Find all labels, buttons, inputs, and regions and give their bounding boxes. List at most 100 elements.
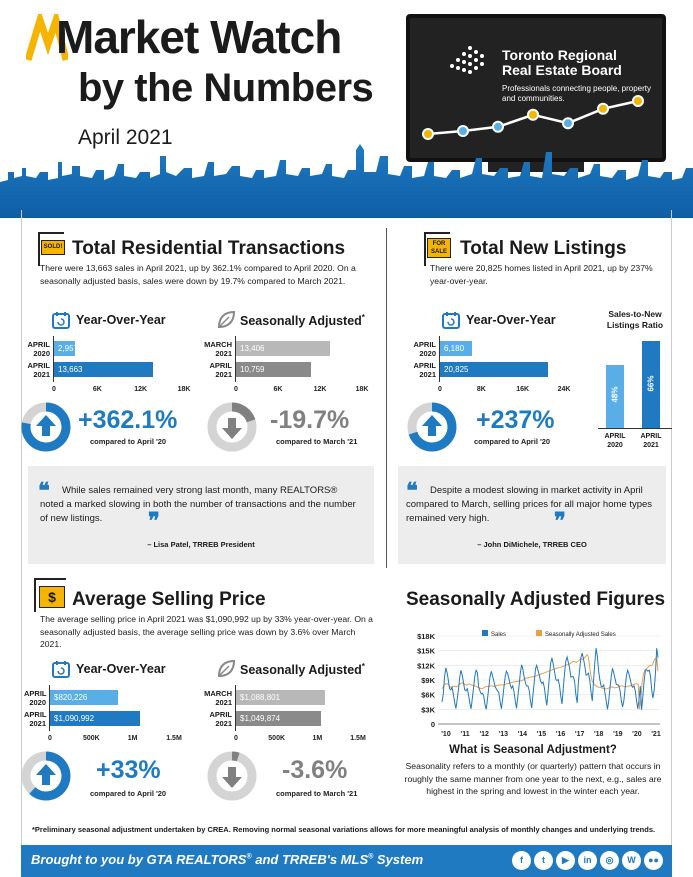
price-yoy-compare: compared to April '20 bbox=[90, 789, 167, 798]
price-sa-chart: MARCH 2021 $1,088,801 APRIL 2021 $1,049,874 0 5… bbox=[196, 685, 368, 749]
sold-sign-label: SOLD! bbox=[41, 240, 65, 255]
x-tick-label: '15 bbox=[537, 731, 547, 738]
bar-label: APRIL 2020 bbox=[27, 340, 51, 358]
y-tick-label: $15K bbox=[417, 647, 436, 656]
y-tick-label: $6K bbox=[421, 691, 435, 700]
gauge-arc bbox=[231, 402, 256, 423]
x-tick-label: '10 bbox=[441, 731, 451, 738]
up-arrow-icon bbox=[36, 415, 56, 436]
up-arrow-gauge-icon bbox=[21, 751, 71, 801]
price-sa-pct: -3.6% bbox=[282, 756, 348, 784]
bar: $1,088,801 bbox=[236, 690, 325, 705]
listings-yoy-compare: compared to April '20 bbox=[474, 437, 551, 446]
tick-label: 6K bbox=[92, 386, 102, 393]
ratio-value: 48% bbox=[610, 386, 620, 403]
footer-bar: Brought to you by GTA REALTORS® and TRRE… bbox=[21, 845, 672, 877]
listings-text: There were 20,825 homes listed in April … bbox=[430, 263, 653, 286]
wordpress-icon[interactable]: W bbox=[622, 851, 641, 870]
facebook-icon[interactable]: f bbox=[512, 851, 531, 870]
transactions-sa-pct: -19.7% bbox=[270, 406, 350, 434]
org-tagline: Professionals connecting people, propert… bbox=[502, 84, 651, 103]
down-arrow-icon bbox=[222, 418, 242, 439]
bar: $1,090,992 bbox=[50, 711, 141, 726]
header: Market Watch by the Numbers April 2021 T… bbox=[0, 0, 693, 218]
bar: $1,049,874 bbox=[236, 711, 322, 726]
bar-label: MARCH 2021 bbox=[204, 689, 232, 707]
twitter-icon[interactable]: t bbox=[534, 851, 553, 870]
listings-yoy-heading: Year-Over-Year bbox=[466, 313, 556, 327]
ratio-bar bbox=[606, 364, 624, 428]
ceo-quote-text: Despite a modest slowing in market activ… bbox=[406, 485, 653, 524]
youtube-icon[interactable]: ▶ bbox=[556, 851, 575, 870]
bar: 20,825 bbox=[440, 362, 548, 377]
y-tick-label: $3K bbox=[421, 705, 435, 714]
down-arrow-gauge-icon bbox=[207, 751, 257, 801]
org-name-line2: Real Estate Board bbox=[502, 62, 622, 78]
ratio-label: APRIL 2020 bbox=[604, 433, 626, 449]
transactions-yoy-compare: compared to April '20 bbox=[90, 437, 167, 446]
leaf-icon bbox=[217, 659, 236, 678]
bar-axis bbox=[235, 685, 236, 731]
tv-stand bbox=[488, 162, 584, 172]
ratio-label: APRIL 2021 bbox=[640, 433, 662, 449]
price-sa-heading-text: Seasonally Adjusted bbox=[240, 663, 362, 678]
transactions-sa-compare: compared to March '21 bbox=[276, 437, 358, 446]
footnote: *Preliminary seasonal adjustment underta… bbox=[32, 825, 656, 834]
report-date: April 2021 bbox=[78, 126, 173, 149]
legend-swatch-sa bbox=[536, 630, 542, 636]
up-arrow-icon bbox=[36, 764, 56, 785]
page-title: Market Watch bbox=[56, 11, 342, 63]
tick-label: 500K bbox=[82, 735, 100, 742]
up-arrow-icon bbox=[422, 415, 442, 436]
bar-axis bbox=[235, 336, 236, 382]
listings-yoy-chart: APRIL 2020 6,180 APRIL 2021 20,825 0 8K 16K 24K bbox=[396, 336, 574, 400]
asterisk: * bbox=[361, 313, 365, 322]
tv-line-chart bbox=[422, 95, 644, 140]
tv-chart-point bbox=[457, 125, 469, 137]
listings-title: Total New Listings bbox=[460, 238, 627, 259]
calendar-icon bbox=[52, 312, 70, 329]
price-sa-compare: compared to March '21 bbox=[276, 789, 358, 798]
bar-label: APRIL 2021 bbox=[209, 361, 233, 379]
tick-label: 24K bbox=[557, 386, 571, 393]
x-tick-label: '18 bbox=[594, 731, 604, 738]
flickr-icon[interactable]: ●● bbox=[644, 851, 663, 870]
dollar-sign-label: $ bbox=[39, 586, 65, 608]
bar: $820,226 bbox=[50, 690, 118, 705]
tick-label: 0 bbox=[234, 386, 238, 393]
y-tick-label: $9K bbox=[421, 676, 435, 685]
tv-chart-point bbox=[597, 102, 609, 115]
x-tick-label: '17 bbox=[575, 731, 585, 738]
tick-label: 18K bbox=[355, 386, 369, 393]
price-yoy-chart: APRIL 2020 $820,226 APRIL 2021 $1,090,992 0 500… bbox=[24, 685, 184, 749]
ratio-heading: Sales-to-New Listings Ratio bbox=[592, 309, 678, 331]
bar-label: APRIL 2021 bbox=[413, 361, 437, 379]
transactions-title: Total Residential Transactions bbox=[72, 238, 346, 259]
up-arrow-gauge-icon bbox=[407, 402, 457, 452]
calendar-icon bbox=[52, 661, 70, 678]
transactions-sa-chart: MARCH 2021 13,406 APRIL 2021 10,759 0 6K 12K 18K bbox=[196, 336, 372, 400]
x-tick-label: '13 bbox=[499, 731, 509, 738]
tv-graphic: Toronto Regional Real Estate Board Profe… bbox=[406, 14, 666, 162]
org-name-line1: Toronto Regional bbox=[502, 47, 617, 63]
ratio-heading-line1: Sales-to-New bbox=[608, 309, 662, 319]
president-quote-text: While sales remained very strong last mo… bbox=[40, 485, 356, 524]
footer-text-2: and TRREB's MLS bbox=[251, 852, 369, 867]
ceo-quote-author: – John DiMichele, TRREB CEO bbox=[477, 540, 587, 549]
gauge-arc bbox=[21, 402, 71, 452]
bar: 13,406 bbox=[236, 341, 330, 356]
seasonal-title: Seasonally Adjusted Figures bbox=[406, 589, 666, 610]
tick-label: 12K bbox=[134, 386, 148, 393]
instagram-icon[interactable]: ◎ bbox=[600, 851, 619, 870]
for-sale-line1: FOR bbox=[432, 241, 446, 247]
bar-label: APRIL 2020 bbox=[413, 340, 437, 358]
footer-text-3: System bbox=[373, 852, 424, 867]
bar-label: APRIL 2021 bbox=[24, 710, 47, 728]
ceo-quote-box: ❝ Despite a modest slowing in market act… bbox=[398, 466, 666, 564]
column-divider bbox=[386, 228, 387, 568]
linkedin-icon[interactable]: in bbox=[578, 851, 597, 870]
for-sale-sign-label: FOR SALE bbox=[427, 238, 451, 258]
y-tick-label: $12K bbox=[417, 661, 436, 670]
listings-yoy-pct: +237% bbox=[476, 406, 555, 434]
x-tick-label: '16 bbox=[556, 731, 566, 738]
